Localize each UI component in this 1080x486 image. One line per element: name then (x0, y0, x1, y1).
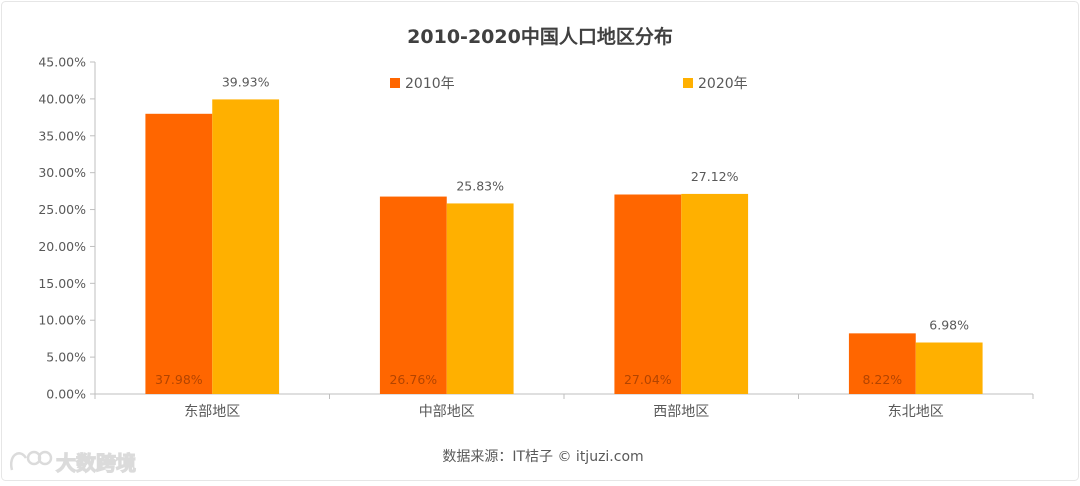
y-tick-label: 5.00% (46, 350, 86, 365)
data-label-0-2: 27.04% (624, 372, 672, 387)
data-label-1-3: 6.98% (929, 318, 969, 333)
watermark: 大数跨境 (9, 450, 137, 476)
x-tick-label: 东北地区 (888, 404, 944, 420)
bar-0-2 (614, 194, 682, 394)
source-note: 数据来源：IT桔子 © itjuzi.com (442, 449, 643, 465)
bar-1-1 (446, 203, 514, 394)
chart-title: 2010-2020中国人口地区分布 (407, 25, 673, 48)
y-tick-label: 35.00% (38, 128, 86, 143)
data-label-0-1: 26.76% (389, 372, 437, 387)
y-tick-label: 45.00% (38, 55, 86, 70)
y-tick-label: 20.00% (38, 239, 86, 254)
bar-1-3 (915, 342, 983, 394)
x-tick-label: 中部地区 (419, 404, 475, 420)
watermark-text: 大数跨境 (56, 451, 136, 475)
y-axis: 0.00% 5.00% 10.00% 15.00% 20.00% 25.00% 30.00%… (38, 55, 96, 402)
data-label-0-3: 8.22% (862, 372, 902, 387)
bar-1-2 (681, 193, 749, 394)
data-label-0-0: 37.98% (155, 372, 203, 387)
y-tick-label: 0.00% (46, 387, 86, 402)
bar-0-0 (145, 113, 213, 395)
bar-0-3 (848, 333, 916, 394)
y-tick-label: 25.00% (38, 202, 86, 217)
x-tick-label: 东部地区 (184, 404, 240, 420)
legend: 2010年 2020年 (390, 76, 748, 92)
y-tick-label: 10.00% (38, 313, 86, 328)
bar-1-0 (212, 99, 280, 394)
y-tick-label: 40.00% (38, 91, 86, 106)
data-label-1-2: 27.12% (691, 169, 739, 184)
y-tick-label: 30.00% (38, 165, 86, 180)
watermark-logo-icon (9, 450, 53, 471)
data-label-1-0: 39.93% (222, 74, 270, 89)
legend-label-1: 2020年 (698, 76, 748, 92)
y-tick-label: 15.00% (38, 276, 86, 291)
bar-0-1 (379, 196, 447, 394)
legend-swatch-0 (390, 78, 400, 88)
legend-label-0: 2010年 (405, 76, 455, 92)
data-label-1-1: 25.83% (456, 178, 504, 193)
legend-swatch-1 (683, 78, 693, 88)
bars: 37.98% 39.93% 26.76% 25.83% 27.04% 27.12% 8.22… (145, 74, 983, 395)
x-tick-label: 西部地区 (653, 404, 709, 420)
